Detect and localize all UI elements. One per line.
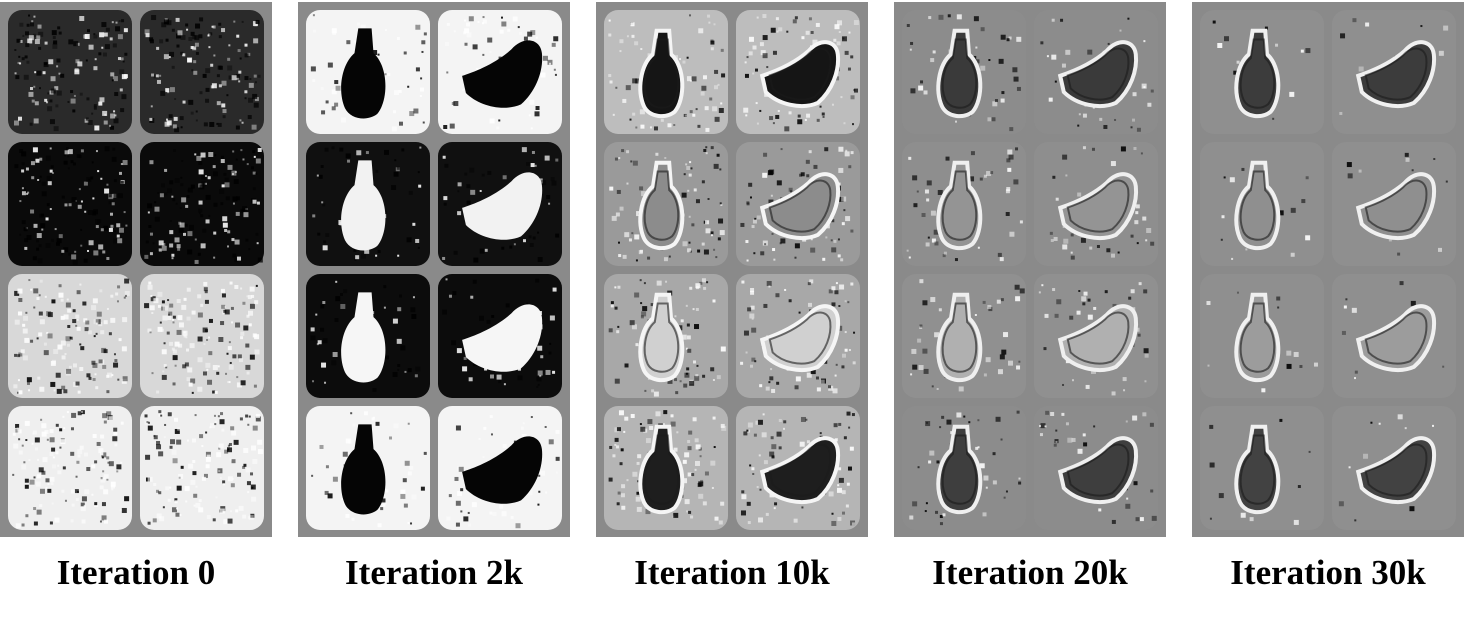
- filter-cell: [1034, 406, 1158, 530]
- filter-cell: [902, 142, 1026, 266]
- filter-cell: [1332, 274, 1456, 398]
- filter-cell: [306, 142, 430, 266]
- filter-cell: [8, 142, 132, 266]
- filter-cell: [306, 10, 430, 134]
- caption-iteration-3: Iteration 20k: [932, 553, 1128, 592]
- filter-cell: [8, 10, 132, 134]
- filter-cell: [736, 406, 860, 530]
- caption-iteration-0: Iteration 0: [56, 553, 216, 592]
- filter-cell: [1200, 142, 1324, 266]
- filter-cell: [438, 10, 562, 134]
- filter-cell: [604, 10, 728, 134]
- filter-cell: [1332, 406, 1456, 530]
- filter-cell: [604, 274, 728, 398]
- panel-iteration-4: [1192, 2, 1464, 537]
- filter-cell: [736, 142, 860, 266]
- caption-iteration-4: Iteration 30k: [1230, 553, 1426, 592]
- filter-cell: [1200, 406, 1324, 530]
- panel-iteration-3: [894, 2, 1166, 537]
- filter-cell: [140, 274, 264, 398]
- caption-iteration-1: Iteration 2k: [345, 553, 523, 592]
- filter-cell: [438, 142, 562, 266]
- filter-cell: [1332, 142, 1456, 266]
- filter-cell: [8, 406, 132, 530]
- filter-cell: [902, 274, 1026, 398]
- filter-cell: [1332, 10, 1456, 134]
- filter-cell: [902, 406, 1026, 530]
- panel-iteration-2: [596, 2, 868, 537]
- filter-cell: [306, 406, 430, 530]
- filter-cell: [306, 274, 430, 398]
- filter-grid: [298, 2, 570, 537]
- filter-cell: [604, 142, 728, 266]
- filter-cell: [8, 274, 132, 398]
- filter-cell: [1034, 274, 1158, 398]
- filter-cell: [1200, 274, 1324, 398]
- caption-iteration-2: Iteration 10k: [634, 553, 830, 592]
- filter-cell: [736, 274, 860, 398]
- filter-cell: [140, 10, 264, 134]
- filter-cell: [438, 274, 562, 398]
- filter-cell: [736, 10, 860, 134]
- filter-cell: [902, 10, 1026, 134]
- filter-cell: [140, 406, 264, 530]
- filter-cell: [438, 406, 562, 530]
- filter-cell: [1034, 10, 1158, 134]
- filter-grid: [1192, 2, 1464, 537]
- filter-cell: [140, 142, 264, 266]
- panel-iteration-0: [0, 2, 272, 537]
- filter-cell: [604, 406, 728, 530]
- filter-grid: [894, 2, 1166, 537]
- filter-cell: [1200, 10, 1324, 134]
- filter-grid: [596, 2, 868, 537]
- panel-iteration-1: [298, 2, 570, 537]
- filter-cell: [1034, 142, 1158, 266]
- filter-grid: [0, 2, 272, 537]
